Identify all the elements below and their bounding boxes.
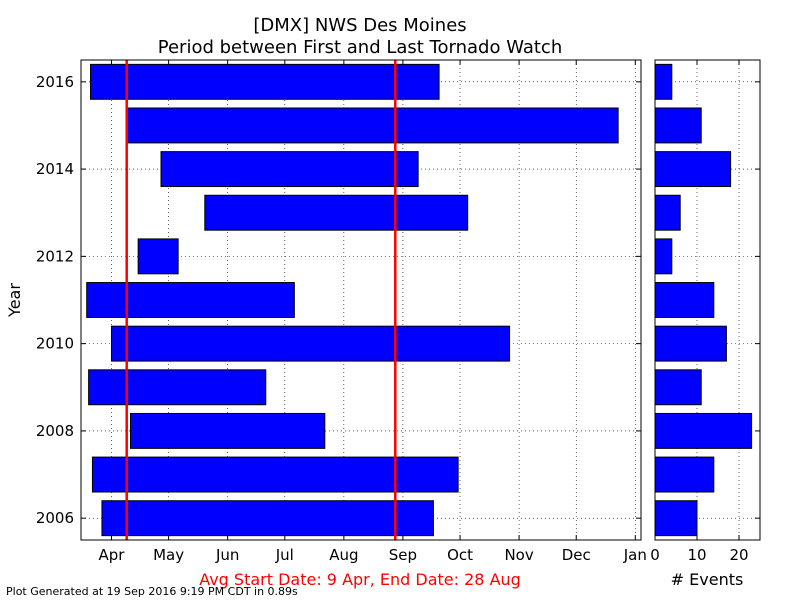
events-bar-2014 (654, 151, 732, 188)
timeline-bar-2016 (90, 63, 440, 100)
events-frame (654, 59, 761, 541)
events-axis: 0 10 20 (650, 60, 749, 564)
month-tick-label: Dec (562, 546, 591, 564)
events-bar-2012 (654, 238, 673, 275)
year-tick-label: 2008 (36, 422, 74, 440)
timeline-bar-2010 (110, 325, 511, 362)
x-axis-note: Avg Start Date: 9 Apr, End Date: 28 Aug (199, 570, 521, 589)
timeline-bar-2008 (130, 412, 326, 449)
timeline-panel: Apr May Jun Jul Aug Sep Oct Nov Dec Jan 200620082… (5, 59, 760, 589)
timeline-bars (86, 63, 619, 537)
month-tick-label: Jul (275, 546, 294, 564)
timeline-bar-2013 (204, 194, 469, 231)
month-tick-label: Jan (623, 546, 647, 564)
year-tick-label: 2010 (36, 335, 74, 353)
events-bar-2016 (654, 63, 673, 100)
timeline-bar-2012 (137, 238, 179, 275)
events-bar-2010 (654, 325, 727, 362)
y-axis-label: Year (5, 283, 24, 318)
events-tick-label: 10 (687, 546, 706, 564)
year-tick-label: 2016 (36, 73, 74, 91)
month-tick-label: Nov (504, 546, 533, 564)
year-tick-label: 2014 (36, 160, 74, 178)
timeline-bar-2007 (91, 456, 459, 493)
events-bar-2013 (654, 194, 681, 231)
chart-title-line2: Period between First and Last Tornado Wa… (158, 37, 562, 58)
events-tick-label: 0 (650, 546, 660, 564)
chart-title-line1: [DMX] NWS Des Moines (253, 15, 466, 36)
month-tick-label: Oct (447, 546, 473, 564)
timeline-bar-2006 (101, 500, 434, 537)
events-bars (654, 63, 753, 537)
events-axis-label: # Events (671, 570, 744, 589)
events-panel: 0 10 20 # Events (650, 59, 761, 589)
events-bar-2015 (654, 107, 702, 144)
events-bar-2007 (654, 456, 715, 493)
generated-timestamp: Plot Generated at 19 Sep 2016 9:19 PM CD… (6, 585, 298, 598)
average-lines (125, 60, 397, 540)
timeline-bar-2009 (88, 369, 267, 406)
events-bar-2008 (654, 412, 753, 449)
events-bar-2006 (654, 500, 698, 537)
timeline-frame (80, 59, 642, 541)
month-tick-label: May (153, 546, 184, 564)
year-axis: 2006 2008 2010 2012 2014 2016 (36, 73, 760, 527)
month-tick-label: Sep (389, 546, 417, 564)
year-tick-label: 2006 (36, 509, 74, 527)
events-bar-2011 (654, 282, 715, 318)
month-tick-label: Apr (98, 546, 125, 564)
year-tick-label: 2012 (36, 247, 74, 265)
events-bar-2009 (654, 369, 702, 406)
month-axis: Apr May Jun Jul Aug Sep Oct Nov Dec Jan (98, 60, 647, 564)
month-tick-label: Aug (329, 546, 358, 564)
events-tick-label: 20 (729, 546, 748, 564)
timeline-bar-2011 (86, 282, 295, 318)
timeline-bar-2014 (160, 151, 419, 188)
timeline-bar-2015 (126, 107, 619, 144)
month-tick-label: Jun (215, 546, 239, 564)
